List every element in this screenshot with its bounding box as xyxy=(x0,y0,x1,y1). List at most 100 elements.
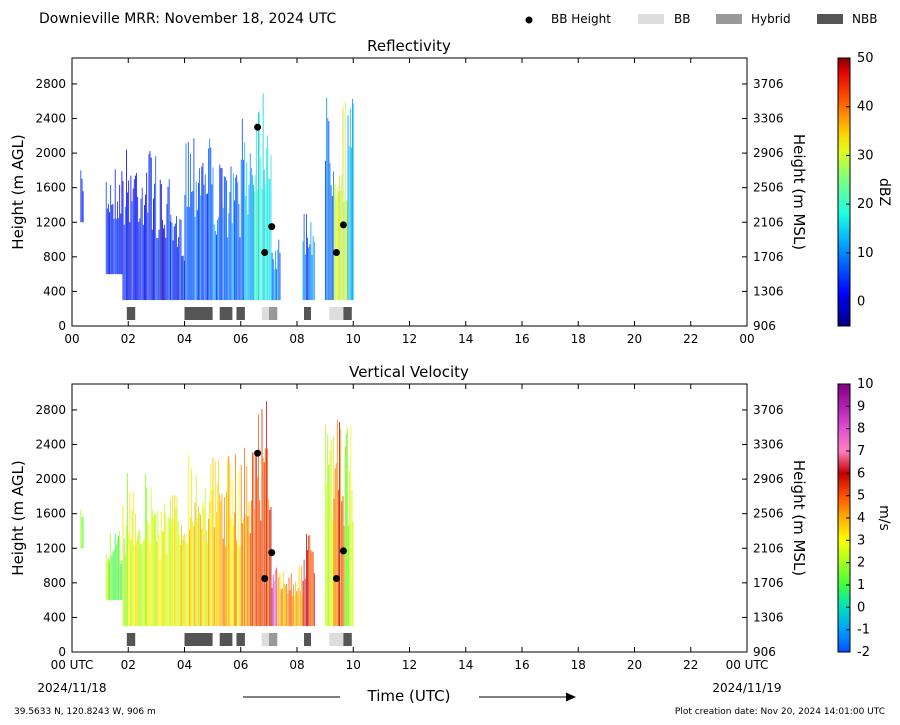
reflectivity-echo-column xyxy=(157,238,159,301)
reflectivity-y-tick-label-right: 2506 xyxy=(753,181,784,195)
velocity-echo-column xyxy=(232,525,234,627)
velocity-echo-column xyxy=(229,463,231,627)
reflectivity-echo-column xyxy=(351,147,352,301)
velocity-echo-column xyxy=(145,474,146,627)
reflectivity-echo-column xyxy=(105,182,107,275)
velocity-bb-marker-nbb xyxy=(343,633,352,646)
reflectivity-echo-column xyxy=(182,255,184,301)
velocity-echo-column xyxy=(333,436,334,626)
reflectivity-echo-column xyxy=(138,222,140,300)
reflectivity-echo-column xyxy=(349,108,351,300)
velocity-echo-column xyxy=(284,583,285,626)
reflectivity-echo-column xyxy=(110,184,112,275)
reflectivity-x-tick-label: 02 xyxy=(121,332,136,346)
reflectivity-echo-column xyxy=(203,184,205,301)
velocity-echo-column xyxy=(168,518,170,626)
velocity-echo-column xyxy=(295,581,297,627)
velocity-echo-column xyxy=(127,473,128,627)
velocity-echo-column xyxy=(300,566,302,627)
reflectivity-bb-marker-nbb xyxy=(236,307,245,320)
reflectivity-x-tick-label: 06 xyxy=(233,332,248,346)
reflectivity-echo-column xyxy=(327,118,329,300)
velocity-echo-column xyxy=(166,554,168,627)
velocity-echo-column xyxy=(343,525,345,627)
reflectivity-echo-column xyxy=(129,222,131,300)
velocity-echo-column xyxy=(182,539,184,627)
velocity-echo-column xyxy=(254,508,256,627)
reflectivity-echo-column xyxy=(221,168,223,301)
velocity-echo-column xyxy=(238,470,240,627)
velocity-echo-column xyxy=(294,595,295,626)
reflectivity-bb-marker-nbb xyxy=(343,307,352,320)
velocity-echo-column xyxy=(106,560,108,601)
reflectivity-echo-column xyxy=(235,177,236,300)
velocity-bb-height-point xyxy=(254,449,262,457)
reflectivity-echo-column xyxy=(111,204,113,275)
reflectivity-bb-marker-nbb xyxy=(184,307,213,320)
reflectivity-y-tick-label-right: 1306 xyxy=(753,284,784,298)
reflectivity-echo-column xyxy=(183,260,185,300)
reflectivity-echo-column xyxy=(219,164,221,301)
reflectivity-echo-column xyxy=(146,172,148,300)
velocity-echo-column xyxy=(135,513,136,626)
velocity-echo-column xyxy=(155,513,157,626)
location-label: 39.5633 N, 120.8243 W, 906 m xyxy=(14,707,156,717)
reflectivity-echo-column xyxy=(310,222,312,301)
reflectivity-echo-segment xyxy=(122,149,157,301)
reflectivity-colorbar-ticks: 0 10 20 30 40 50 xyxy=(846,51,874,310)
velocity-echo-column xyxy=(126,525,127,627)
reflectivity-echo-column xyxy=(338,191,339,300)
velocity-echo-column xyxy=(285,585,286,627)
reflectivity-echo-column xyxy=(218,216,220,300)
velocity-bb-marker-nbb xyxy=(219,633,233,646)
velocity-data xyxy=(80,401,354,646)
velocity-echo-column xyxy=(115,544,117,601)
velocity-echo-column xyxy=(173,518,175,626)
reflectivity-echo-column xyxy=(119,184,121,275)
reflectivity-echo-column xyxy=(266,148,267,301)
reflectivity-echo-column xyxy=(139,218,141,301)
reflectivity-echo-column xyxy=(151,229,153,301)
reflectivity-echo-column xyxy=(173,226,175,301)
reflectivity-title: Reflectivity xyxy=(367,37,451,55)
velocity-echo-column xyxy=(213,527,215,626)
velocity-echo-column xyxy=(117,538,118,601)
reflectivity-echo-column xyxy=(211,184,213,301)
reflectivity-echo-column xyxy=(341,174,343,301)
velocity-echo-column xyxy=(271,588,273,626)
velocity-echo-column xyxy=(309,535,311,626)
velocity-x-tick-label: 04 xyxy=(177,658,192,672)
reflectivity-y-tick-label-right: 3706 xyxy=(753,77,784,91)
velocity-y-tick-label: 1600 xyxy=(35,507,66,521)
velocity-echo-segment xyxy=(122,473,157,627)
velocity-echo-column xyxy=(293,584,294,626)
reflectivity-y-tick-label-right: 1706 xyxy=(753,250,784,264)
reflectivity-echo-column xyxy=(226,180,227,300)
reflectivity-echo-column xyxy=(236,174,238,300)
velocity-echo-column xyxy=(192,522,194,627)
reflectivity-y-tick-label: 2400 xyxy=(35,112,66,126)
velocity-echo-column xyxy=(176,497,178,627)
velocity-echo-column xyxy=(340,428,342,626)
reflectivity-echo-column xyxy=(237,182,239,301)
reflectivity-echo-column xyxy=(201,166,203,301)
reflectivity-echo-column xyxy=(193,138,195,300)
reflectivity-x-tick-label: 08 xyxy=(289,332,304,346)
velocity-echo-column xyxy=(203,507,205,626)
legend-bb-swatch xyxy=(638,14,664,24)
reflectivity-echo-column xyxy=(120,213,122,275)
reflectivity-echo-column xyxy=(165,237,167,301)
reflectivity-data xyxy=(80,93,354,320)
reflectivity-echo-column xyxy=(276,268,277,301)
velocity-echo-column xyxy=(208,518,209,626)
velocity-echo-column xyxy=(245,514,247,627)
reflectivity-echo-column xyxy=(194,216,196,300)
velocity-echo-column xyxy=(146,487,148,627)
velocity-echo-segment xyxy=(344,425,354,627)
velocity-echo-column xyxy=(241,523,243,627)
velocity-colorbar-tick-label: 10 xyxy=(857,377,874,392)
reflectivity-echo-column xyxy=(339,175,340,301)
velocity-echo-column xyxy=(288,577,290,627)
velocity-echo-column xyxy=(349,471,351,626)
velocity-bb-marker-nbb xyxy=(304,633,311,646)
